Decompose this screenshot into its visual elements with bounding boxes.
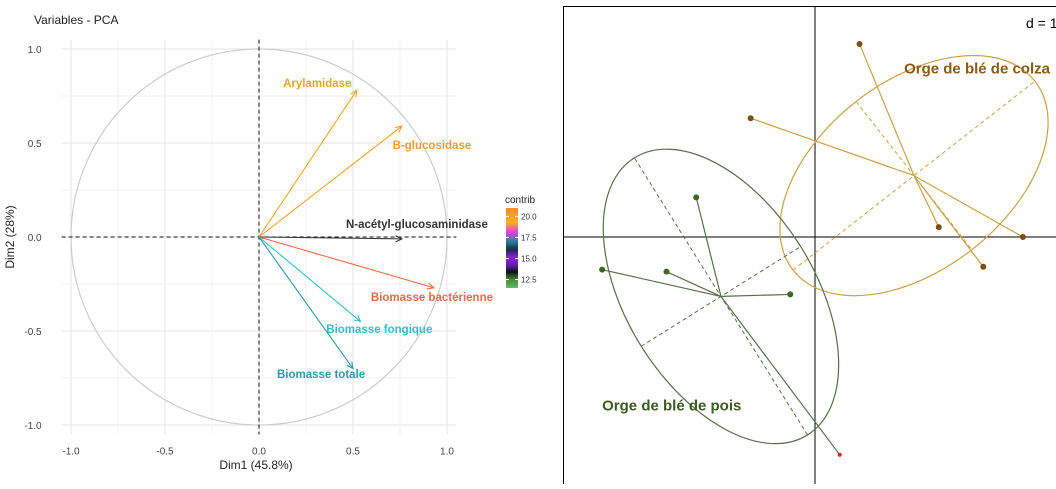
colorbar-tick-label: 15.0 [521, 255, 537, 264]
group-label: Orge de blé de pois [602, 397, 741, 414]
sample-point [936, 224, 942, 230]
variable-label: Arylamidase [283, 78, 351, 90]
variable-label: B-glucosidase [393, 140, 472, 152]
y-axis-label: Dim2 (28%) [3, 205, 17, 268]
variable-label: Biomasse fongique [326, 324, 432, 336]
y-tick-label: 0.5 [28, 139, 42, 150]
sample-point [599, 267, 605, 273]
y-tick-label: 1.0 [28, 45, 42, 56]
sample-point [857, 41, 863, 47]
chart-title: Variables - PCA [34, 13, 118, 27]
sample-point [1020, 234, 1026, 240]
y-tick-label: -1.0 [24, 421, 42, 432]
x-tick-label: -1.0 [62, 446, 80, 457]
sample-point [748, 115, 754, 121]
variable-label: Biomasse bactérienne [371, 292, 493, 304]
x-tick-label: 0.0 [252, 446, 266, 457]
x-tick-label: 1.0 [440, 446, 454, 457]
y-tick-label: 0.0 [28, 233, 42, 244]
sample-point [787, 291, 793, 297]
y-tick-label: -0.5 [24, 327, 42, 338]
sample-point [838, 453, 842, 457]
sample-point [664, 269, 670, 275]
pca-variables-panel: Variables - PCA -1.0 -0.5 0.0 0.5 1.0 1.0 0.5 0… [0, 0, 560, 484]
variable-label: Biomasse totale [277, 369, 365, 381]
sample-point [693, 194, 699, 200]
colorbar-tick-label: 17.5 [521, 233, 537, 242]
colorbar-tick-label: 12.5 [521, 276, 537, 285]
group-label: Orge de blé de colza [904, 61, 1051, 78]
legend-title: contrib [505, 195, 535, 206]
colorbar-tick-label: 20.0 [521, 212, 537, 221]
x-axis-label: Dim1 (45.8%) [219, 458, 292, 472]
x-tick-label: -0.5 [156, 446, 174, 457]
variable-label: N-acétyl-glucosaminidase [346, 219, 488, 231]
scale-label: d = 1 [1026, 15, 1056, 31]
pca-variables-chart: Variables - PCA -1.0 -0.5 0.0 0.5 1.0 1.0 0.5 0… [0, 0, 560, 484]
x-tick-label: 0.5 [346, 446, 360, 457]
contrib-colorbar [506, 208, 518, 288]
sample-point [980, 264, 986, 270]
